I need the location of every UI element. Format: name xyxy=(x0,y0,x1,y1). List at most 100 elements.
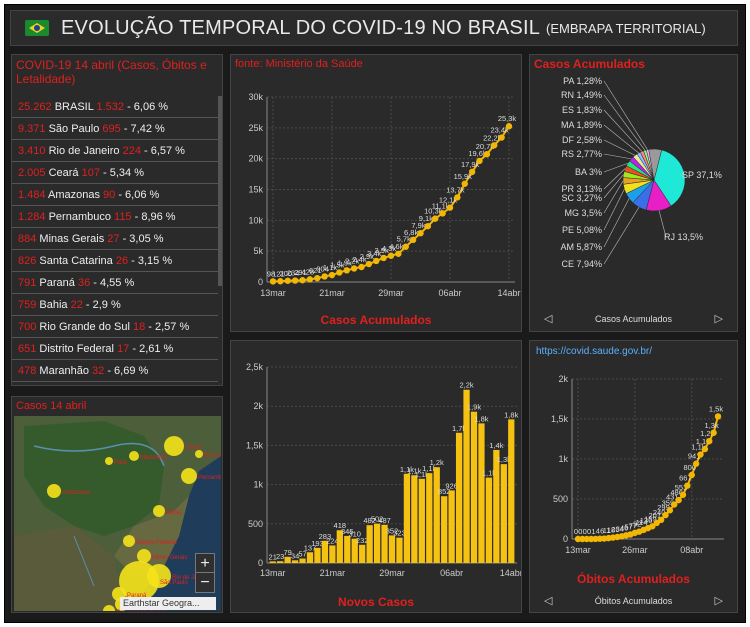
zoom-out-button[interactable]: − xyxy=(200,574,210,591)
bar[interactable] xyxy=(269,561,276,563)
data-point[interactable] xyxy=(291,277,299,284)
data-point[interactable] xyxy=(666,507,674,514)
bar[interactable] xyxy=(493,449,500,563)
states-pie-chart[interactable]: SP 37,1% RJ 13,5% CE 7,94% AM 5,87% PE 5,08%… xyxy=(530,55,737,305)
map-marker[interactable] xyxy=(137,549,151,563)
zoom-in-button[interactable]: + xyxy=(196,554,214,573)
data-point[interactable] xyxy=(446,204,454,211)
bar[interactable] xyxy=(485,477,493,563)
data-point[interactable] xyxy=(314,274,321,282)
state-row[interactable]: 9.371 São Paulo 695 - 7,42 % xyxy=(12,118,218,140)
data-point[interactable] xyxy=(402,243,409,250)
map-marker[interactable] xyxy=(119,561,159,601)
map-marker[interactable] xyxy=(129,451,139,461)
data-point[interactable] xyxy=(284,277,291,284)
bar[interactable] xyxy=(314,547,321,563)
map-marker[interactable] xyxy=(153,505,165,517)
map-marker[interactable] xyxy=(164,436,184,456)
data-point[interactable] xyxy=(574,535,582,543)
data-point[interactable] xyxy=(358,263,365,271)
bar[interactable] xyxy=(359,544,366,563)
source-link[interactable]: https://covid.saude.gov.br/ xyxy=(536,346,652,357)
state-row[interactable]: 791 Paraná 36 - 4,55 % xyxy=(12,272,218,294)
data-point[interactable] xyxy=(697,451,704,458)
bar[interactable] xyxy=(366,525,373,563)
data-point[interactable] xyxy=(409,236,417,244)
bar[interactable] xyxy=(299,558,306,563)
data-point[interactable] xyxy=(373,257,380,265)
state-row[interactable]: 25.262 BRASIL 1.532 - 6,06 % xyxy=(12,96,218,118)
data-point[interactable] xyxy=(505,123,513,130)
data-point[interactable] xyxy=(662,511,669,519)
data-point[interactable] xyxy=(498,134,505,141)
data-point[interactable] xyxy=(468,168,476,176)
state-row[interactable]: 478 Maranhão 32 - 6,69 % xyxy=(12,360,218,382)
bar[interactable] xyxy=(306,552,314,563)
data-point[interactable] xyxy=(684,482,691,489)
pie-slice[interactable] xyxy=(648,148,662,181)
data-point[interactable] xyxy=(380,254,387,262)
data-point[interactable] xyxy=(649,523,656,530)
new-cases-chart[interactable]: 0 500 1k 1,5k 2k 2,5k 13mar 21mar 29mar 06abr 14ab… xyxy=(231,341,521,612)
data-point[interactable] xyxy=(671,501,678,508)
bar[interactable] xyxy=(284,556,291,563)
state-row[interactable]: 884 Minas Gerais 27 - 3,05 % xyxy=(12,228,218,250)
bar[interactable] xyxy=(433,467,440,563)
state-row[interactable]: 1.484 Amazonas 90 - 6,06 % xyxy=(12,184,218,206)
bar[interactable] xyxy=(411,475,418,563)
bar[interactable] xyxy=(388,535,396,563)
bar[interactable] xyxy=(500,464,507,563)
pie-prev-icon[interactable]: ◁ xyxy=(544,313,553,325)
map-marker[interactable] xyxy=(195,450,203,458)
map-marker[interactable] xyxy=(47,484,61,498)
data-point[interactable] xyxy=(336,269,343,276)
list-scrollbar[interactable] xyxy=(218,96,222,286)
deaths-prev-icon[interactable]: ◁ xyxy=(544,595,553,607)
data-point[interactable] xyxy=(277,278,284,285)
bar[interactable] xyxy=(396,537,403,563)
bar[interactable] xyxy=(478,423,485,563)
data-point[interactable] xyxy=(365,260,373,268)
bar[interactable] xyxy=(418,478,425,563)
state-list[interactable]: 25.262 BRASIL 1.532 - 6,06 % 9.371 São Pa… xyxy=(12,96,218,382)
data-point[interactable] xyxy=(679,491,687,498)
data-point[interactable] xyxy=(328,271,336,279)
bar[interactable] xyxy=(403,473,411,563)
bar[interactable] xyxy=(463,389,470,563)
pie-next-icon[interactable]: ▷ xyxy=(714,313,723,325)
deaths-next-icon[interactable]: ▷ xyxy=(714,595,723,607)
bar[interactable] xyxy=(381,524,388,563)
map-attribution[interactable]: Earthstar Geogra... xyxy=(120,597,216,610)
data-point[interactable] xyxy=(491,142,498,149)
data-point[interactable] xyxy=(299,277,306,284)
data-point[interactable] xyxy=(395,250,402,257)
data-point[interactable] xyxy=(476,157,483,165)
bar[interactable] xyxy=(277,561,284,563)
bar[interactable] xyxy=(441,496,448,563)
data-point[interactable] xyxy=(454,194,461,201)
data-point[interactable] xyxy=(657,516,665,523)
data-point[interactable] xyxy=(714,413,722,420)
bar[interactable] xyxy=(336,530,343,563)
map-marker[interactable] xyxy=(103,605,115,611)
state-row[interactable]: 3.410 Rio de Janeiro 224 - 6,57 % xyxy=(12,140,218,162)
data-point[interactable] xyxy=(579,535,586,543)
bar[interactable] xyxy=(344,535,351,563)
bar[interactable] xyxy=(329,545,336,563)
data-point[interactable] xyxy=(710,429,717,436)
data-point[interactable] xyxy=(350,265,358,272)
data-point[interactable] xyxy=(706,437,713,445)
data-point[interactable] xyxy=(321,273,328,280)
data-point[interactable] xyxy=(692,460,700,467)
state-row[interactable]: 1.284 Pernambuco 115 - 8,96 % xyxy=(12,206,218,228)
bar[interactable] xyxy=(448,490,455,563)
state-row[interactable]: 651 Distrito Federal 17 - 2,61 % xyxy=(12,338,218,360)
map-marker[interactable] xyxy=(105,457,113,465)
bar[interactable] xyxy=(508,419,515,563)
data-point[interactable] xyxy=(701,445,709,453)
pie-slice[interactable] xyxy=(653,149,686,207)
data-point[interactable] xyxy=(417,230,424,237)
state-row[interactable]: 700 Rio Grande do Sul 18 - 2,57 % xyxy=(12,316,218,338)
bar[interactable] xyxy=(455,432,463,563)
